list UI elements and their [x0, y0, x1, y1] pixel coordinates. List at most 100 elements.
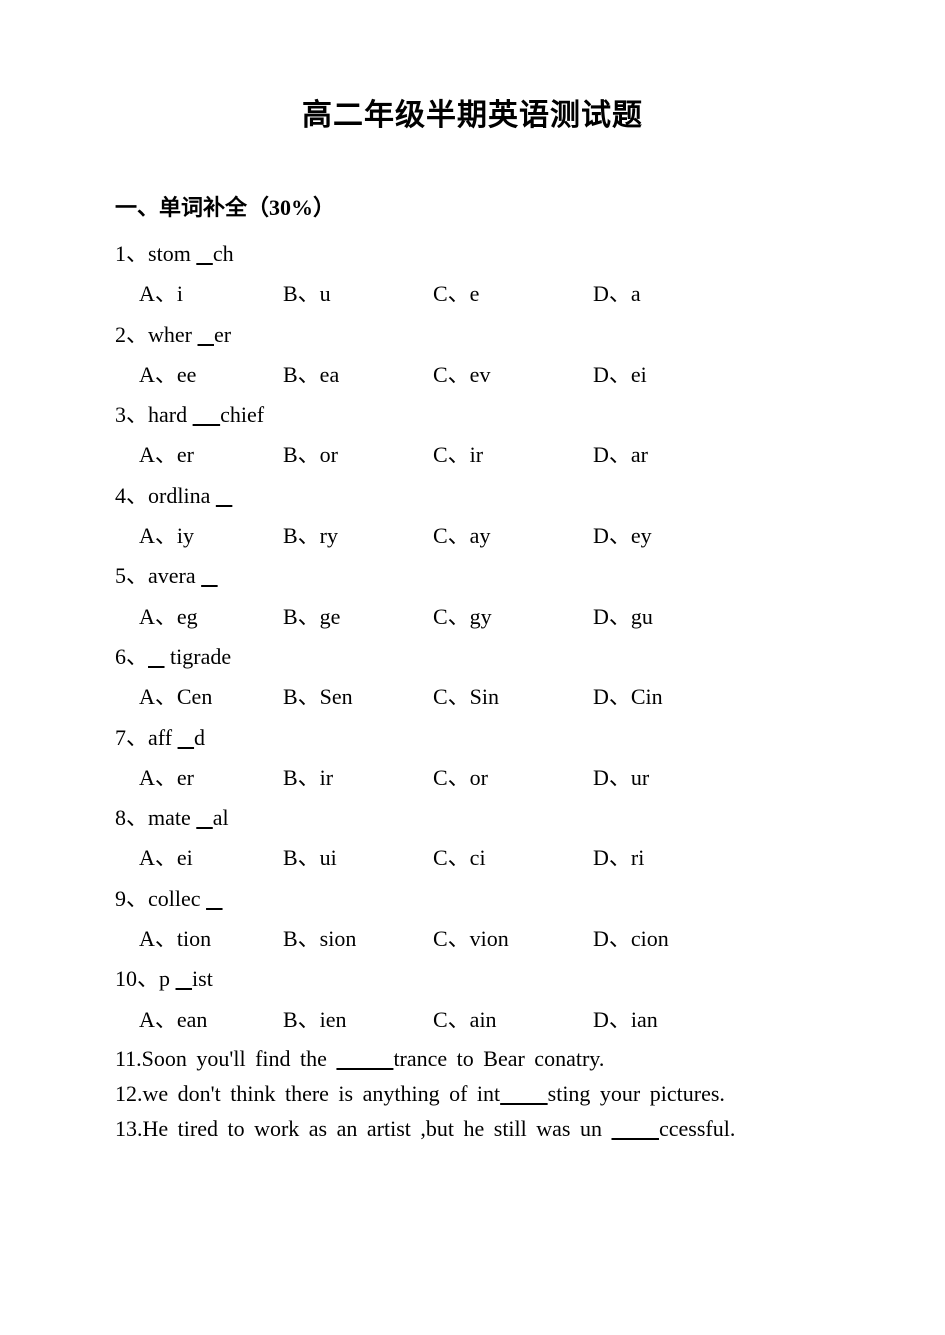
- options-9: A、tionB、sionC、vionD、cion: [115, 921, 830, 957]
- q2-pre: wher: [148, 322, 197, 347]
- q1-num: 1、: [115, 241, 148, 266]
- options-4: A、iyB、ryC、ayD、ey: [115, 518, 830, 554]
- section-header: 一、单词补全（30%）: [115, 190, 830, 222]
- options-10: A、eanB、ienC、ainD、ian: [115, 1002, 830, 1038]
- q1-blank: [196, 241, 213, 266]
- fill-11-pre: 11.Soon you'll find the: [115, 1046, 336, 1071]
- q3-blank: [193, 402, 221, 427]
- q8-opt-a: A、ei: [139, 840, 283, 876]
- q5-opt-b: B、ge: [283, 599, 433, 635]
- q5-num: 5、: [115, 563, 148, 588]
- q5-pre: avera: [148, 563, 201, 588]
- fill-12-post: sting your pictures.: [548, 1081, 725, 1106]
- question-1: 1、stom ch: [115, 236, 830, 272]
- options-8: A、eiB、uiC、ciD、ri: [115, 840, 830, 876]
- q9-num: 9、: [115, 886, 148, 911]
- page-title: 高二年级半期英语测试题: [115, 90, 830, 134]
- q3-post: chief: [220, 402, 264, 427]
- fill-11-post: trance to Bear conatry.: [393, 1046, 604, 1071]
- q3-num: 3、: [115, 402, 148, 427]
- q6-opt-b: B、Sen: [283, 679, 433, 715]
- q5-opt-c: C、gy: [433, 599, 593, 635]
- q4-blank: [216, 483, 233, 508]
- q1-post: ch: [213, 241, 234, 266]
- q3-opt-b: B、or: [283, 437, 433, 473]
- q6-num: 6、: [115, 644, 148, 669]
- q1-pre: stom: [148, 241, 196, 266]
- q6-opt-c: C、Sin: [433, 679, 593, 715]
- q10-pre: p: [159, 966, 176, 991]
- q7-opt-b: B、ir: [283, 760, 433, 796]
- q7-opt-a: A、er: [139, 760, 283, 796]
- q9-opt-a: A、tion: [139, 921, 283, 957]
- q10-num: 10、: [115, 966, 159, 991]
- question-9: 9、collec: [115, 881, 830, 917]
- q9-blank: [206, 886, 223, 911]
- q3-opt-a: A、er: [139, 437, 283, 473]
- q1-opt-d: D、a: [593, 276, 641, 312]
- q2-opt-c: C、ev: [433, 357, 593, 393]
- q10-opt-d: D、ian: [593, 1002, 658, 1038]
- q9-opt-c: C、vion: [433, 921, 593, 957]
- fill-11: 11.Soon you'll find the trance to Bear c…: [115, 1042, 830, 1075]
- q5-blank: [201, 563, 218, 588]
- q9-opt-b: B、sion: [283, 921, 433, 957]
- q8-pre: mate: [148, 805, 196, 830]
- q2-blank: [198, 322, 215, 347]
- q8-opt-b: B、ui: [283, 840, 433, 876]
- q10-blank: [176, 966, 193, 991]
- question-8: 8、mate al: [115, 800, 830, 836]
- fill-12-blank: [500, 1081, 548, 1106]
- q2-opt-d: D、ei: [593, 357, 647, 393]
- q8-opt-d: D、ri: [593, 840, 644, 876]
- q1-opt-a: A、i: [139, 276, 283, 312]
- q8-opt-c: C、ci: [433, 840, 593, 876]
- options-5: A、egB、geC、gyD、gu: [115, 599, 830, 635]
- options-3: A、erB、orC、irD、ar: [115, 437, 830, 473]
- question-2: 2、wher er: [115, 317, 830, 353]
- q10-opt-b: B、ien: [283, 1002, 433, 1038]
- q6-opt-d: D、Cin: [593, 679, 663, 715]
- q3-pre: hard: [148, 402, 193, 427]
- fill-13-post: ccessful.: [659, 1116, 735, 1141]
- q3-opt-d: D、ar: [593, 437, 648, 473]
- q7-num: 7、: [115, 725, 148, 750]
- q7-opt-d: D、ur: [593, 760, 649, 796]
- q5-opt-d: D、gu: [593, 599, 653, 635]
- q9-pre: collec: [148, 886, 206, 911]
- q7-post: d: [194, 725, 205, 750]
- q4-num: 4、: [115, 483, 148, 508]
- q4-opt-a: A、iy: [139, 518, 283, 554]
- q7-blank: [178, 725, 195, 750]
- fill-11-blank: [336, 1046, 393, 1071]
- q7-pre: aff: [148, 725, 178, 750]
- question-6: 6、 tigrade: [115, 639, 830, 675]
- q3-opt-c: C、ir: [433, 437, 593, 473]
- options-6: A、CenB、SenC、SinD、Cin: [115, 679, 830, 715]
- question-4: 4、ordlina: [115, 478, 830, 514]
- q7-opt-c: C、or: [433, 760, 593, 796]
- q6-opt-a: A、Cen: [139, 679, 283, 715]
- q10-post: ist: [192, 966, 213, 991]
- q2-opt-b: B、ea: [283, 357, 433, 393]
- fill-12: 12.we don't think there is anything of i…: [115, 1077, 830, 1110]
- options-2: A、eeB、eaC、evD、ei: [115, 357, 830, 393]
- q6-post: tigrade: [165, 644, 232, 669]
- q5-opt-a: A、eg: [139, 599, 283, 635]
- q8-blank: [196, 805, 213, 830]
- q4-opt-d: D、ey: [593, 518, 652, 554]
- fill-12-pre: 12.we don't think there is anything of i…: [115, 1081, 500, 1106]
- q2-post: er: [214, 322, 231, 347]
- options-1: A、iB、uC、eD、a: [115, 276, 830, 312]
- fill-13-blank: [611, 1116, 659, 1141]
- q1-opt-b: B、u: [283, 276, 433, 312]
- q4-pre: ordlina: [148, 483, 216, 508]
- question-3: 3、hard chief: [115, 397, 830, 433]
- q4-opt-b: B、ry: [283, 518, 433, 554]
- q8-post: al: [213, 805, 229, 830]
- q2-num: 2、: [115, 322, 148, 347]
- q4-opt-c: C、ay: [433, 518, 593, 554]
- question-5: 5、avera: [115, 558, 830, 594]
- question-7: 7、aff d: [115, 720, 830, 756]
- options-7: A、erB、irC、orD、ur: [115, 760, 830, 796]
